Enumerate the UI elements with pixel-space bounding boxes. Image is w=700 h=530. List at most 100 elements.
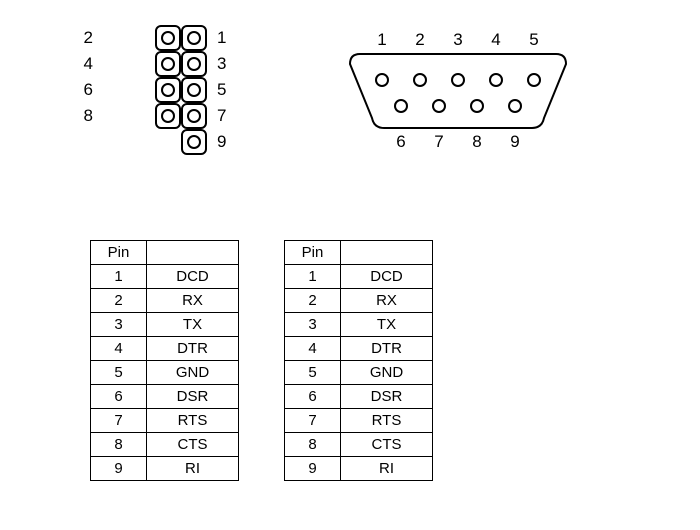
cell-pin: 8 — [91, 433, 147, 457]
pin-ring-icon — [161, 57, 175, 71]
db9-pin-5 — [527, 73, 541, 87]
cell-pin: 9 — [285, 457, 341, 481]
db9-pin-label: 5 — [529, 30, 538, 50]
cell-signal: DSR — [341, 385, 433, 409]
cell-signal: GND — [341, 361, 433, 385]
pin-ring-icon — [187, 83, 201, 97]
cell-pin: 3 — [285, 313, 341, 337]
cell-signal: RX — [341, 289, 433, 313]
header-signal — [341, 241, 433, 265]
cell-pin: 6 — [91, 385, 147, 409]
cell-pin: 2 — [285, 289, 341, 313]
cell-pin: 4 — [285, 337, 341, 361]
idc-pin-4 — [155, 51, 181, 77]
db9-pin-1 — [375, 73, 389, 87]
table-row: 9RI — [285, 457, 433, 481]
idc-pin-label: 4 — [84, 54, 93, 74]
cell-pin: 1 — [285, 265, 341, 289]
cell-pin: 3 — [91, 313, 147, 337]
pin-ring-icon — [187, 57, 201, 71]
cell-pin: 4 — [91, 337, 147, 361]
pin-ring-icon — [187, 31, 201, 45]
table-row: 8CTS — [285, 433, 433, 457]
db9-pin-label: 6 — [396, 132, 405, 152]
idc-pin-7 — [181, 103, 207, 129]
table-row: 3TX — [91, 313, 239, 337]
cell-signal: GND — [147, 361, 239, 385]
db9-connector: 12345 6789 — [348, 30, 568, 152]
idc-pin-9 — [181, 129, 207, 155]
idc-pin-label: 1 — [217, 28, 226, 48]
table-row: 1DCD — [91, 265, 239, 289]
db9-top-labels: 12345 — [348, 30, 568, 52]
pinout-table-right: Pin1DCD2RX3TX4DTR5GND6DSR7RTS8CTS9RI — [284, 240, 433, 481]
db9-pin-6 — [394, 99, 408, 113]
table-row: 2RX — [91, 289, 239, 313]
db9-pin-label: 4 — [491, 30, 500, 50]
cell-signal: RX — [147, 289, 239, 313]
cell-pin: 9 — [91, 457, 147, 481]
pinout-table-left: Pin1DCD2RX3TX4DTR5GND6DSR7RTS8CTS9RI — [90, 240, 239, 481]
idc-pin-3 — [181, 51, 207, 77]
cell-signal: RTS — [147, 409, 239, 433]
db9-pin-7 — [432, 99, 446, 113]
cell-pin: 7 — [91, 409, 147, 433]
table-row: 4DTR — [285, 337, 433, 361]
idc-pin-5 — [181, 77, 207, 103]
table-header-row: Pin — [91, 241, 239, 265]
header-pin: Pin — [285, 241, 341, 265]
cell-signal: RI — [341, 457, 433, 481]
table-header-row: Pin — [285, 241, 433, 265]
cell-pin: 6 — [285, 385, 341, 409]
cell-signal: DSR — [147, 385, 239, 409]
table-row: 3TX — [285, 313, 433, 337]
db9-bottom-labels: 6 7 8 9 — [348, 130, 568, 152]
table-row: 9RI — [91, 457, 239, 481]
db9-pin-2 — [413, 73, 427, 87]
db9-pin-4 — [489, 73, 503, 87]
db9-pin-label: 9 — [510, 132, 519, 152]
table-row: 6DSR — [91, 385, 239, 409]
cell-signal: CTS — [341, 433, 433, 457]
table-row: 2RX — [285, 289, 433, 313]
cell-signal: DTR — [147, 337, 239, 361]
table-row: 5GND — [91, 361, 239, 385]
table-row: 1DCD — [285, 265, 433, 289]
table-row: 4DTR — [91, 337, 239, 361]
db9-shell — [348, 52, 568, 130]
db9-pin-label: 1 — [377, 30, 386, 50]
idc-pin-2 — [155, 25, 181, 51]
idc-pin-6 — [155, 77, 181, 103]
table-row: 7RTS — [91, 409, 239, 433]
idc-pin-label: 5 — [217, 80, 226, 100]
cell-signal: DTR — [341, 337, 433, 361]
table-row: 6DSR — [285, 385, 433, 409]
cell-signal: DCD — [147, 265, 239, 289]
cell-signal: TX — [147, 313, 239, 337]
pin-ring-icon — [187, 135, 201, 149]
idc-pin-8 — [155, 103, 181, 129]
db9-pin-label: 8 — [472, 132, 481, 152]
table-row: 5GND — [285, 361, 433, 385]
idc-pin-label: 9 — [217, 132, 226, 152]
cell-signal: TX — [341, 313, 433, 337]
cell-signal: RI — [147, 457, 239, 481]
db9-pin-label: 7 — [434, 132, 443, 152]
idc-pin-label: 3 — [217, 54, 226, 74]
pin-ring-icon — [161, 31, 175, 45]
idc-pin-label: 6 — [84, 80, 93, 100]
cell-signal: RTS — [341, 409, 433, 433]
idc-pin-label: 2 — [84, 28, 93, 48]
db9-pin-3 — [451, 73, 465, 87]
pin-ring-icon — [187, 109, 201, 123]
cell-signal: DCD — [341, 265, 433, 289]
header-pin: Pin — [91, 241, 147, 265]
cell-pin: 8 — [285, 433, 341, 457]
idc-pin-label: 8 — [84, 106, 93, 126]
idc-pin-1 — [181, 25, 207, 51]
pin-ring-icon — [161, 83, 175, 97]
pin-ring-icon — [161, 109, 175, 123]
cell-pin: 5 — [91, 361, 147, 385]
table-row: 8CTS — [91, 433, 239, 457]
db9-pin-label: 2 — [415, 30, 424, 50]
